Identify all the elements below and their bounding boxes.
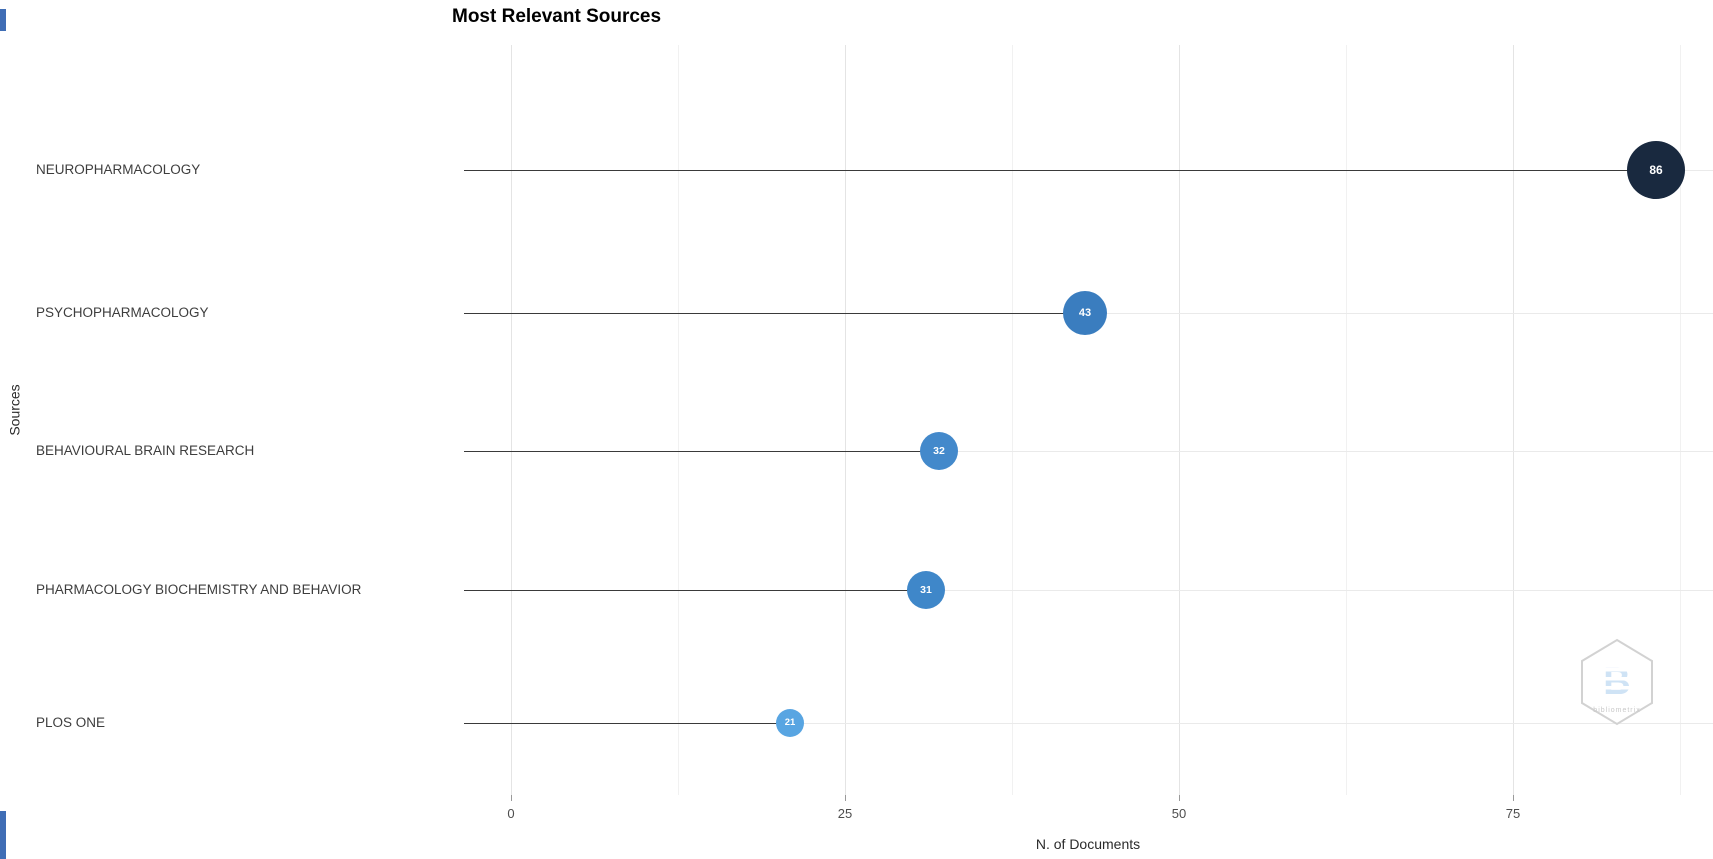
gridline-row-3 <box>464 451 1713 452</box>
category-label-neuropharmacology: NEUROPHARMACOLOGY <box>36 162 201 177</box>
tick-label-75: 75 <box>1505 806 1521 821</box>
x-axis-title: N. of Documents <box>1035 836 1141 852</box>
bibliometrix-logo: B bibliometrix <box>1577 638 1657 728</box>
bibliometrix-monogram: B <box>1591 661 1641 703</box>
gridline-x-minor-3 <box>1346 45 1347 795</box>
gridline-x-minor-2 <box>1012 45 1013 795</box>
chart-title: Most Relevant Sources <box>452 6 662 27</box>
y-axis-title-box: Sources <box>0 330 30 490</box>
tick-mark-25 <box>845 795 846 801</box>
gridline-x-0 <box>511 45 512 795</box>
stem-behavioural-brain-research <box>464 451 939 452</box>
gridline-x-minor-4 <box>1680 45 1681 795</box>
stem-neuropharmacology <box>464 170 1656 171</box>
tick-mark-50 <box>1179 795 1180 801</box>
gridline-x-50 <box>1179 45 1180 795</box>
stem-plos-one <box>464 723 790 724</box>
gridline-row-4 <box>464 590 1713 591</box>
dot-psychopharmacology: 43 <box>1063 291 1107 335</box>
tick-label-50: 50 <box>1171 806 1187 821</box>
category-label-plos-one: PLOS ONE <box>36 715 106 730</box>
svg-text:B: B <box>1603 661 1630 703</box>
gridline-x-75 <box>1513 45 1514 795</box>
tick-mark-0 <box>511 795 512 801</box>
tick-label-0: 0 <box>507 806 515 821</box>
edge-artifact-top <box>0 9 6 31</box>
dot-behavioural-brain-research: 32 <box>920 432 958 470</box>
watermark-label: bibliometrix <box>1593 707 1640 714</box>
edge-artifact-bottom <box>0 811 6 859</box>
category-label-psychopharmacology: PSYCHOPHARMACOLOGY <box>36 305 209 320</box>
category-label-pharmacology-biochemistry: PHARMACOLOGY BIOCHEMISTRY AND BEHAVIOR <box>36 582 362 597</box>
gridline-row-5 <box>464 723 1713 724</box>
stem-pharmacology-biochemistry <box>464 590 926 591</box>
gridline-x-minor-1 <box>678 45 679 795</box>
dot-plos-one: 21 <box>776 709 804 737</box>
y-axis-title: Sources <box>7 384 24 436</box>
tick-label-25: 25 <box>837 806 853 821</box>
tick-mark-75 <box>1513 795 1514 801</box>
dot-pharmacology-biochemistry: 31 <box>907 571 945 609</box>
dot-neuropharmacology: 86 <box>1627 141 1685 199</box>
bibliometrix-hexagon-icon: B bibliometrix <box>1581 638 1653 726</box>
gridline-x-25 <box>845 45 846 795</box>
stem-psychopharmacology <box>464 313 1085 314</box>
category-label-behavioural-brain-research: BEHAVIOURAL BRAIN RESEARCH <box>36 443 255 458</box>
